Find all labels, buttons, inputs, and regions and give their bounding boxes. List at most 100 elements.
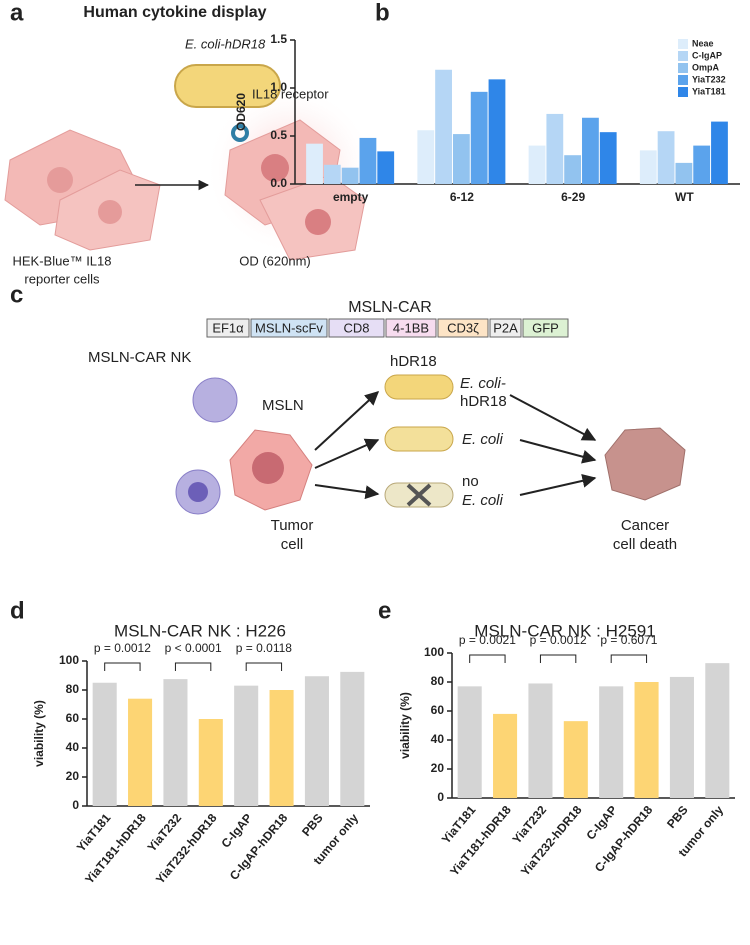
- x-tick-label: PBS: [299, 811, 326, 839]
- construct-label: EF1α: [212, 320, 244, 335]
- cells-label: HEK-Blue™ IL18: [13, 253, 112, 268]
- p-value: p = 0.0021: [459, 633, 516, 647]
- panel-title: Human cytokine display: [83, 4, 266, 21]
- legend-label: OmpA: [692, 62, 720, 72]
- y-tick-label: 0: [72, 798, 79, 812]
- readout-label: OD (620nm): [239, 253, 311, 268]
- bar: [198, 719, 223, 806]
- panel-label: c: [10, 281, 23, 308]
- construct-box: [328, 318, 385, 338]
- construct-box: [437, 318, 489, 338]
- tumor-label: cell: [281, 536, 304, 553]
- p-value: p = 0.0012: [530, 633, 587, 647]
- bar: [675, 162, 693, 184]
- panel-label: b: [375, 0, 390, 26]
- p-value: p = 0.6071: [600, 633, 657, 647]
- nucleus: [98, 200, 122, 224]
- significance-bracket: [469, 654, 506, 663]
- bar: [163, 679, 188, 806]
- bar: [470, 91, 488, 184]
- arrow: [519, 439, 597, 464]
- ecoli-hdr18-label: E. coli-: [460, 375, 506, 392]
- bar: [323, 164, 341, 184]
- construct-box: [489, 318, 522, 338]
- y-tick-label: 20: [66, 769, 80, 783]
- y-axis-label: OD620: [234, 93, 248, 131]
- ecoli-label: E. coli: [462, 431, 504, 448]
- y-tick-label: 0.5: [270, 128, 287, 142]
- cells-label: reporter cells: [24, 271, 100, 286]
- panel-label: a: [10, 0, 24, 26]
- construct-label: CD8: [343, 320, 369, 335]
- y-axis-label: viability (%): [32, 700, 46, 767]
- y-tick-label: 1.0: [270, 80, 287, 94]
- chart-title: MSLN-CAR NK : H2591: [474, 621, 655, 640]
- panel-label: e: [378, 597, 391, 624]
- significance-bracket: [104, 662, 141, 671]
- p-value: p = 0.0118: [236, 641, 292, 655]
- legend-label: Neae: [692, 38, 714, 48]
- x-tick-label: empty: [333, 190, 369, 204]
- ecoli-hdr18-label: hDR18: [460, 393, 507, 410]
- bar: [705, 663, 730, 798]
- bar: [341, 167, 359, 184]
- construct-box: [522, 318, 569, 338]
- y-tick-label: 100: [59, 653, 79, 667]
- bacterium: [384, 426, 454, 452]
- bar: [669, 676, 694, 798]
- bar: [488, 79, 506, 184]
- x-tick-label: WT: [675, 190, 694, 204]
- arrow: [519, 473, 597, 496]
- construct: EF1α MSLN-scFv CD8 4-1BB CD3ζ P2A GFP: [206, 318, 569, 338]
- bar: [693, 145, 711, 184]
- legend-swatch: [678, 75, 688, 85]
- tumor-label: Tumor: [271, 517, 314, 534]
- legend-swatch: [678, 39, 688, 49]
- construct-box: [385, 318, 437, 338]
- bar: [582, 117, 599, 184]
- legend-label: YiaT181: [692, 86, 726, 96]
- significance-bracket: [610, 654, 648, 663]
- arrow: [509, 394, 597, 441]
- no-ecoli-label: no: [462, 473, 479, 490]
- bar: [528, 683, 553, 798]
- bar: [634, 682, 659, 798]
- bar: [92, 682, 117, 806]
- construct-box: [250, 318, 328, 338]
- bar: [528, 145, 546, 184]
- nucleus: [252, 452, 284, 484]
- arrow: [314, 391, 380, 451]
- construct-box: [206, 318, 250, 338]
- bar: [234, 685, 259, 806]
- bar: [599, 132, 617, 184]
- y-tick-label: 40: [431, 732, 445, 746]
- bacterium-label: E. coli-hDR18: [185, 36, 266, 51]
- y-tick-label: 0: [437, 790, 444, 804]
- bar: [493, 713, 518, 798]
- significance-bracket: [245, 662, 283, 671]
- hdr18-label: hDR18: [390, 353, 437, 370]
- p-value: p < 0.0001: [165, 641, 222, 655]
- x-tick-label: C-IgAP: [218, 811, 254, 851]
- receptor-label: IL18 receptor: [252, 86, 329, 101]
- y-tick-label: 20: [431, 761, 445, 775]
- bar: [639, 150, 657, 184]
- bar: [452, 134, 470, 184]
- legend-swatch: [678, 87, 688, 97]
- bar: [306, 143, 323, 184]
- construct-label: MSLN-scFv: [255, 320, 323, 335]
- x-tick-label: C-IgAP: [583, 803, 619, 843]
- x-tick-label: 6-12: [450, 190, 474, 204]
- y-tick-label: 1.5: [270, 32, 287, 46]
- bar: [563, 721, 588, 798]
- legend-swatch: [678, 51, 688, 61]
- receptor: [231, 124, 249, 142]
- bar: [564, 155, 582, 184]
- bar: [657, 131, 675, 184]
- legend-swatch: [678, 63, 688, 73]
- death-label: cell death: [613, 536, 677, 553]
- construct-label: CD3ζ: [447, 320, 479, 335]
- bacterium: [174, 64, 281, 108]
- nucleus: [305, 209, 331, 235]
